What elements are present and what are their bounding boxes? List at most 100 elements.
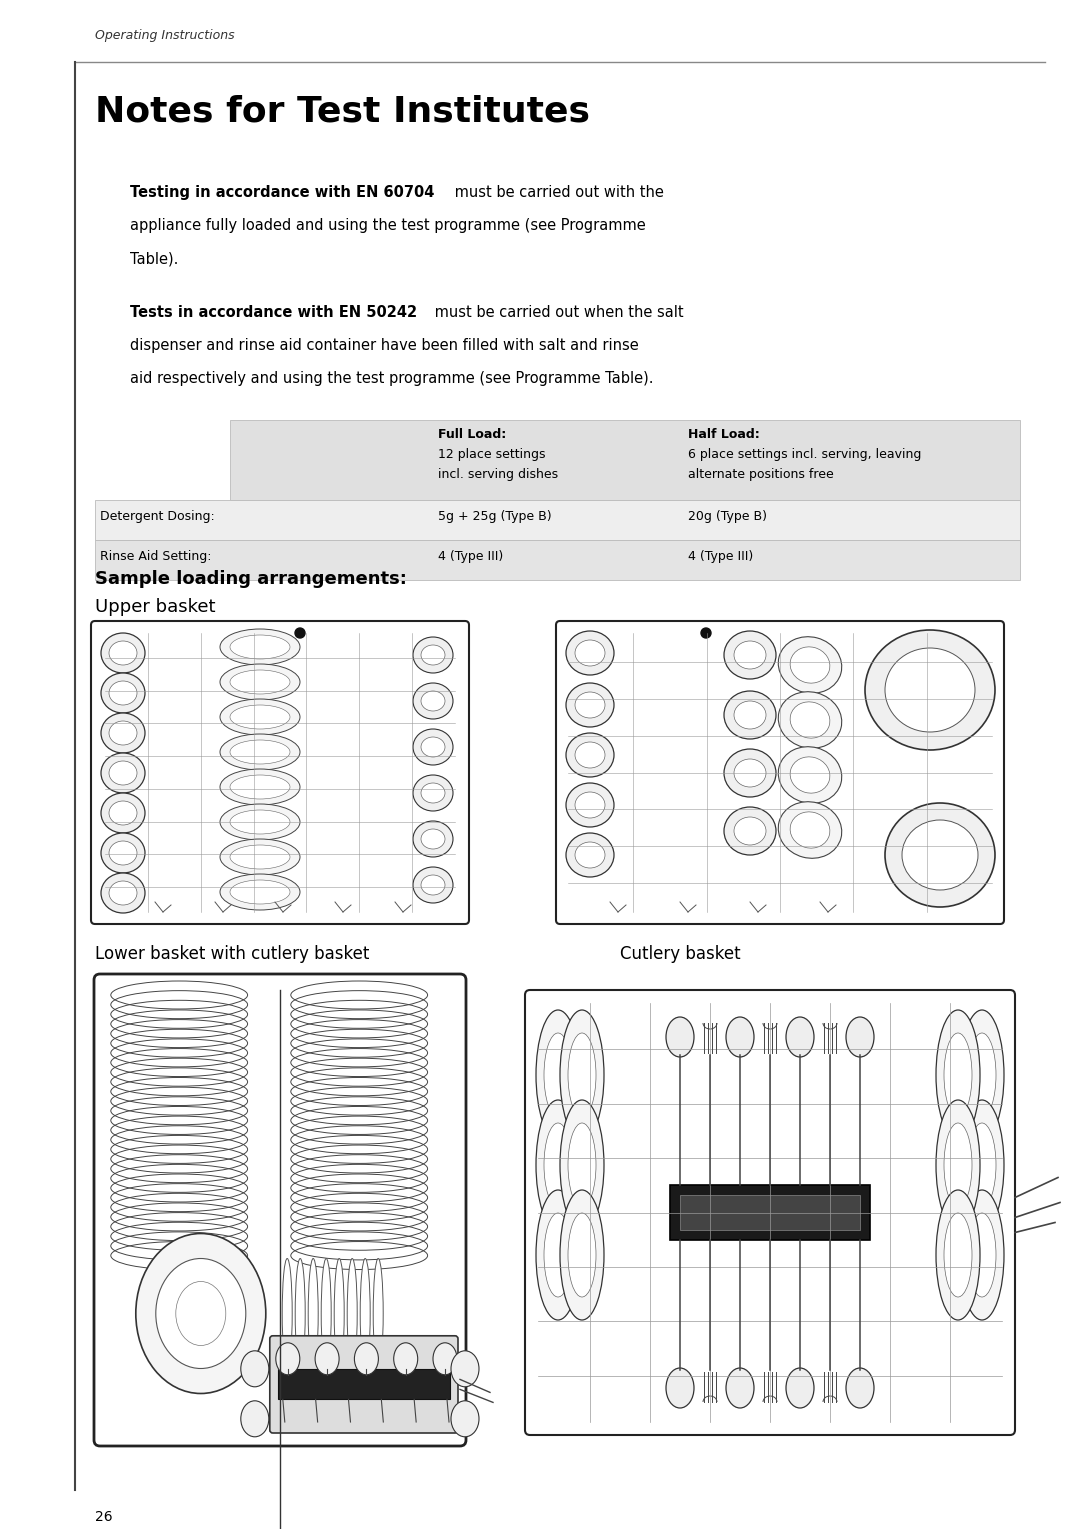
Bar [230,420,1020,500]
Ellipse shape [347,1258,357,1368]
Text: 26: 26 [95,1511,112,1524]
Ellipse shape [575,693,605,719]
Ellipse shape [109,801,137,826]
Text: Rinse Aid Setting:: Rinse Aid Setting: [100,550,212,563]
Ellipse shape [734,758,766,787]
Ellipse shape [334,1258,345,1368]
Text: 4 (Type III): 4 (Type III) [688,550,753,563]
Ellipse shape [536,1011,580,1141]
Ellipse shape [968,1034,996,1118]
Ellipse shape [885,648,975,732]
Ellipse shape [936,1011,980,1141]
Bar [278,1370,450,1399]
Ellipse shape [230,810,291,833]
Ellipse shape [566,833,615,878]
Ellipse shape [433,1342,457,1375]
Ellipse shape [308,1258,319,1368]
Ellipse shape [394,1342,418,1375]
Ellipse shape [536,1190,580,1320]
Ellipse shape [944,1034,972,1118]
Ellipse shape [374,1258,383,1368]
Ellipse shape [536,1099,580,1229]
Ellipse shape [241,1401,269,1437]
Ellipse shape [786,1368,814,1408]
Ellipse shape [156,1258,246,1368]
Text: aid respectively and using the test programme (see Programme Table).: aid respectively and using the test prog… [130,372,653,385]
Ellipse shape [575,842,605,868]
Text: Full Load:: Full Load: [438,428,507,440]
Ellipse shape [791,757,829,794]
Bar [680,1196,860,1229]
Text: must be carried out when the salt: must be carried out when the salt [430,304,684,320]
Ellipse shape [295,1258,306,1368]
Ellipse shape [102,633,145,673]
Ellipse shape [968,1212,996,1297]
Ellipse shape [666,1017,694,1057]
FancyBboxPatch shape [525,989,1015,1436]
Ellipse shape [230,775,291,800]
Bar [670,1185,870,1240]
Ellipse shape [102,713,145,752]
Ellipse shape [109,881,137,905]
Ellipse shape [321,1258,332,1368]
Text: alternate positions free: alternate positions free [688,468,834,482]
Ellipse shape [413,775,453,810]
Ellipse shape [421,829,445,849]
Ellipse shape [944,1212,972,1297]
Ellipse shape [865,630,995,751]
Ellipse shape [701,628,711,638]
Ellipse shape [136,1234,266,1393]
Ellipse shape [566,732,615,777]
Ellipse shape [944,1122,972,1206]
Ellipse shape [102,673,145,713]
Ellipse shape [734,700,766,729]
Ellipse shape [220,664,300,700]
Ellipse shape [786,1017,814,1057]
Ellipse shape [102,752,145,794]
Ellipse shape [421,645,445,665]
Ellipse shape [413,729,453,764]
Ellipse shape [902,820,978,890]
Ellipse shape [102,794,145,833]
Ellipse shape [451,1350,480,1387]
Bar [95,540,1020,579]
Ellipse shape [575,742,605,768]
Text: dispenser and rinse aid container have been filled with salt and rinse: dispenser and rinse aid container have b… [130,338,638,353]
Ellipse shape [544,1212,572,1297]
Ellipse shape [295,628,305,638]
Ellipse shape [575,792,605,818]
FancyBboxPatch shape [556,621,1004,924]
Ellipse shape [779,746,841,803]
Ellipse shape [568,1122,596,1206]
Text: Operating Instructions: Operating Instructions [95,29,234,41]
Text: 4 (Type III): 4 (Type III) [438,550,503,563]
Ellipse shape [960,1011,1004,1141]
Ellipse shape [544,1034,572,1118]
Ellipse shape [846,1017,874,1057]
Ellipse shape [413,821,453,856]
Ellipse shape [275,1342,300,1375]
Ellipse shape [220,699,300,735]
Text: Tests in accordance with EN 50242: Tests in accordance with EN 50242 [130,304,417,320]
Ellipse shape [230,846,291,868]
Text: appliance fully loaded and using the test programme (see Programme: appliance fully loaded and using the tes… [130,219,646,232]
Ellipse shape [666,1368,694,1408]
Ellipse shape [724,807,777,855]
Ellipse shape [791,647,829,683]
Ellipse shape [109,761,137,784]
Text: Table).: Table). [130,251,178,266]
Ellipse shape [960,1099,1004,1229]
Ellipse shape [354,1342,378,1375]
Text: Notes for Test Institutes: Notes for Test Institutes [95,95,590,128]
Ellipse shape [885,803,995,907]
Ellipse shape [109,841,137,865]
Ellipse shape [102,873,145,913]
Ellipse shape [791,702,829,739]
Ellipse shape [220,769,300,804]
Ellipse shape [315,1342,339,1375]
Ellipse shape [102,833,145,873]
Ellipse shape [561,1099,604,1229]
Text: 12 place settings: 12 place settings [438,448,545,462]
Ellipse shape [230,705,291,729]
Ellipse shape [846,1368,874,1408]
